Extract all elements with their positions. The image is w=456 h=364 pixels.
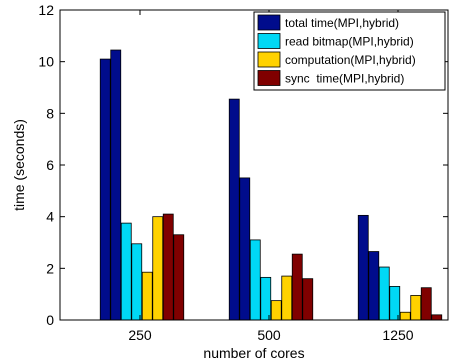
legend-swatch [257,51,281,68]
y-tick-label: 6 [46,157,54,173]
x-tick-label: 500 [257,327,281,343]
bar [270,300,282,321]
legend: total time(MPI,hybrid) read bitmap(MPI,hy… [253,11,446,91]
y-tick-label: 2 [46,260,54,276]
bar [162,213,174,321]
bar [378,266,390,321]
bar [152,216,164,321]
bar [281,275,293,321]
y-axis-label: time (seconds) [11,119,27,211]
x-axis-label: number of cores [203,345,304,361]
x-axis: 250 500 1250 [128,10,414,343]
legend-swatch [257,70,281,86]
bar [399,311,411,321]
legend-label: sync time(MPI,hybrid) [285,72,404,86]
bar [389,286,401,321]
bar [368,251,380,321]
bar [420,287,432,321]
x-tick-label: 1250 [382,327,413,343]
bar [302,278,314,321]
bar [410,295,422,321]
bar [228,98,240,321]
y-tick-label: 0 [46,312,54,328]
legend-label: total time(MPI,hybrid) [285,16,399,30]
legend-swatch [257,14,281,31]
bar [99,58,111,321]
y-tick-label: 12 [38,2,54,18]
bar [249,239,261,321]
bar [110,49,122,321]
x-tick-label: 250 [128,327,152,343]
bar [141,271,153,321]
legend-box [253,11,446,91]
legend-label: computation(MPI,hybrid) [285,53,416,67]
y-axis: 0 2 4 6 8 10 12 [38,2,448,328]
y-tick-label: 4 [46,209,54,225]
bar [291,253,303,321]
y-tick-label: 10 [38,54,54,70]
bar [239,177,251,321]
legend-swatch [257,33,281,49]
bar [120,222,132,321]
bar [431,314,443,321]
bar [260,276,272,321]
legend-label: read bitmap(MPI,hybrid) [285,35,414,49]
bar [131,243,143,321]
bar [173,234,185,321]
y-tick-label: 8 [46,105,54,121]
bar [357,214,369,321]
